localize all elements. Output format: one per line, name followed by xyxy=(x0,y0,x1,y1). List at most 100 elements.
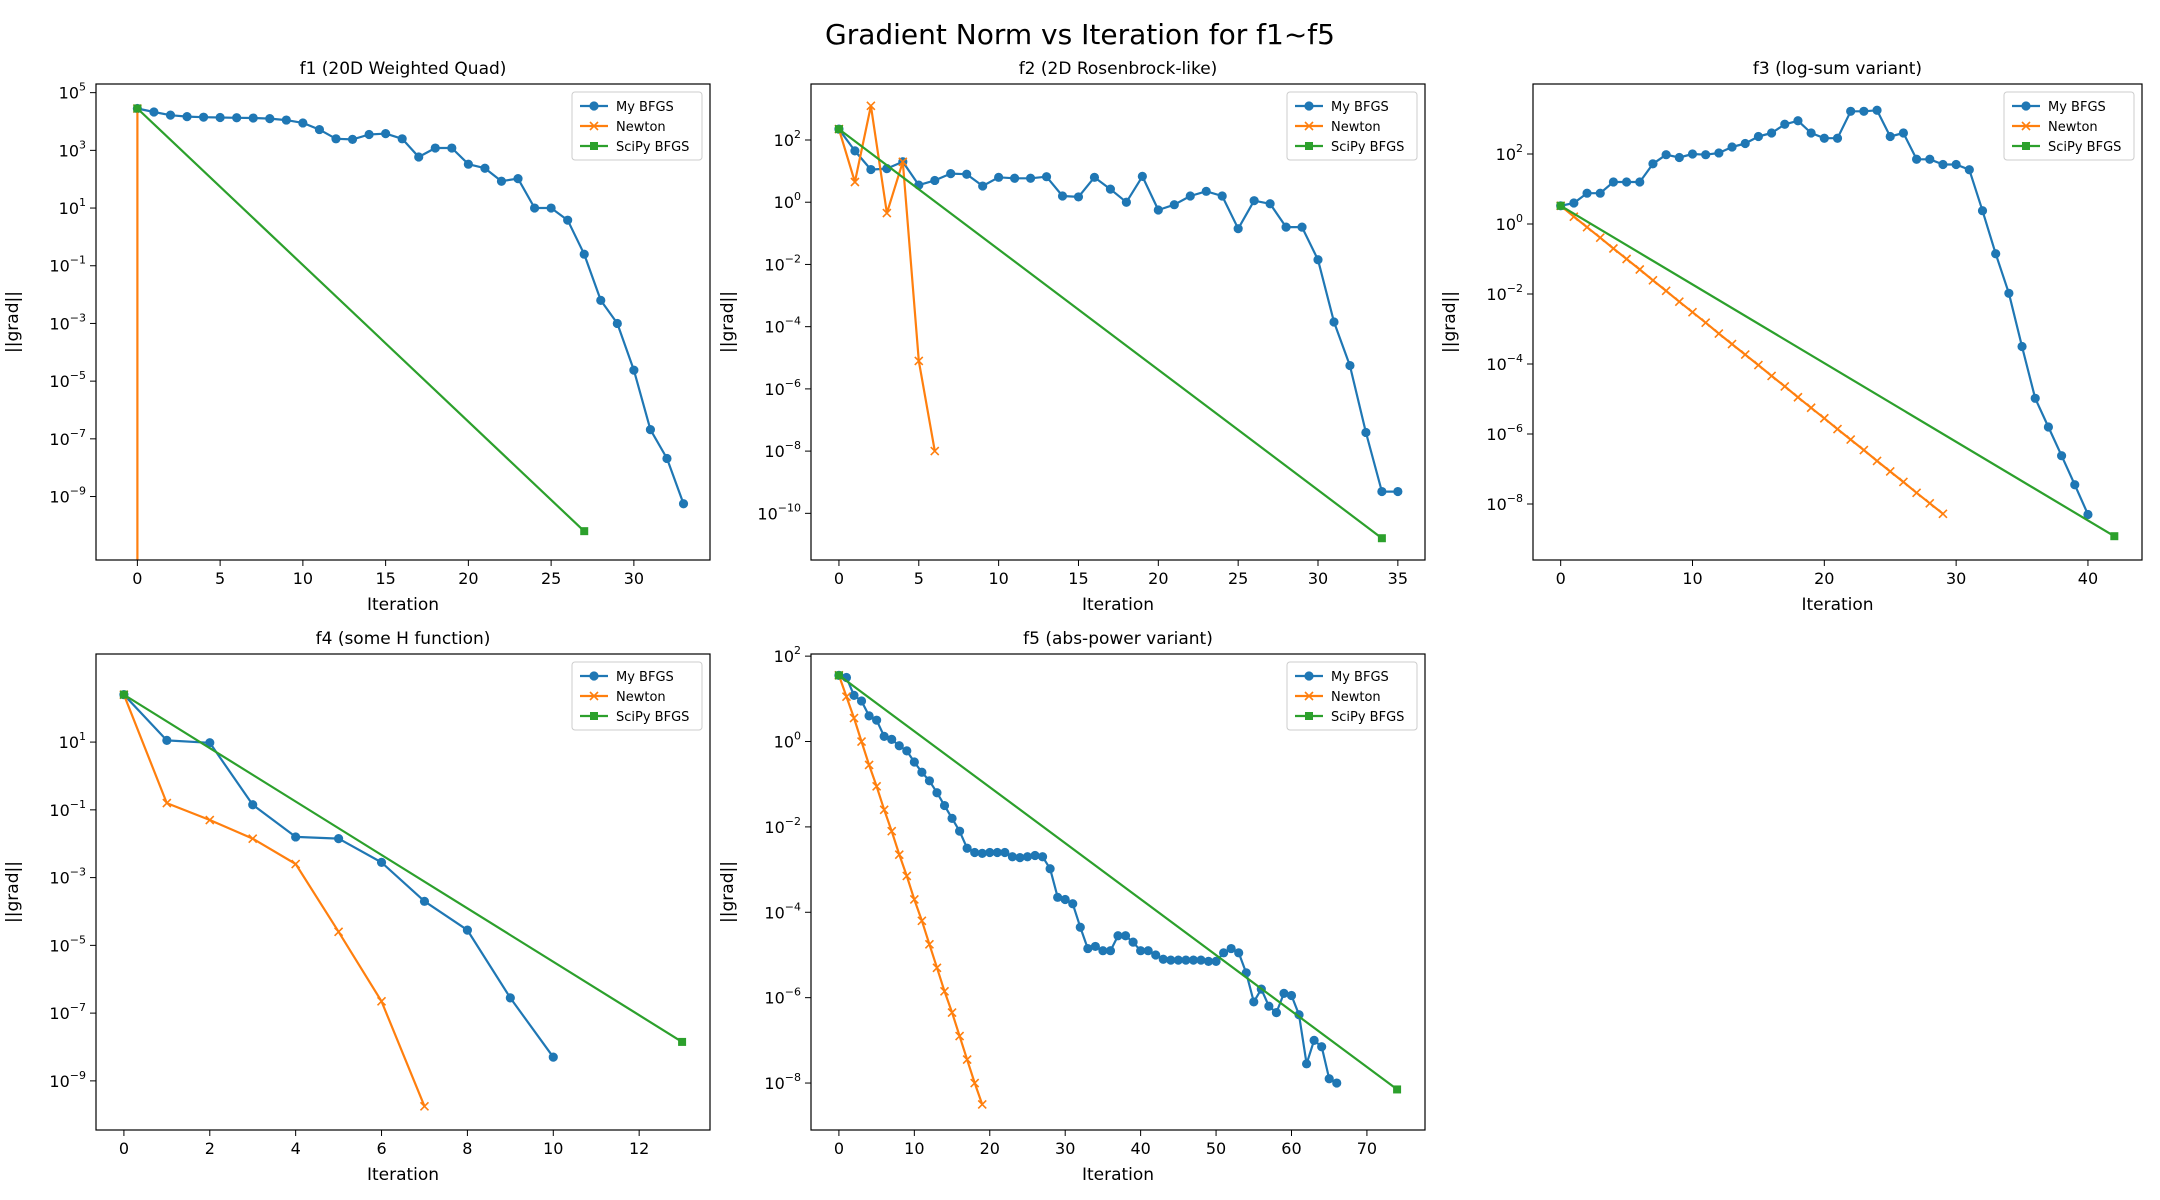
data-point xyxy=(1136,946,1146,956)
data-point xyxy=(1188,955,1199,965)
series-newton xyxy=(1556,201,1948,519)
plot-area xyxy=(834,101,1403,543)
data-point xyxy=(1806,128,1816,138)
data-point xyxy=(1832,133,1843,143)
data-point xyxy=(480,163,490,173)
plot-area xyxy=(1556,105,2119,541)
data-point xyxy=(334,927,344,937)
data-point xyxy=(1898,477,1908,487)
data-point xyxy=(629,365,639,375)
data-point xyxy=(1674,297,1684,307)
x-tick-label: 30 xyxy=(1055,1139,1075,1158)
legend-marker xyxy=(1304,121,1314,131)
data-point xyxy=(548,1052,558,1062)
data-point xyxy=(1635,264,1645,275)
chart-3: f3 (log-sum variant) 0 10 20 30 40 10−8 10−6 10−… xyxy=(1440,59,2143,615)
data-point xyxy=(962,169,972,179)
data-point xyxy=(1701,318,1711,328)
x-tick-label: 0 xyxy=(1556,569,1566,588)
x-tick-label: 25 xyxy=(1228,569,1248,588)
data-point xyxy=(1608,177,1619,187)
data-point xyxy=(1793,116,1803,126)
data-point xyxy=(1249,196,1259,206)
data-point xyxy=(1635,177,1645,187)
data-point xyxy=(1912,488,1922,498)
x-tick-label: 10 xyxy=(543,1139,563,1158)
x-tick-label: 12 xyxy=(629,1139,649,1158)
data-point xyxy=(1121,197,1131,207)
data-point xyxy=(834,671,843,680)
x-axis-label: Iteration xyxy=(367,595,439,615)
data-point xyxy=(546,203,556,213)
x-axis-label: Iteration xyxy=(1082,595,1154,615)
legend-label: Newton xyxy=(616,120,666,135)
legend-label: Newton xyxy=(616,690,666,705)
data-point xyxy=(970,847,980,858)
data-point xyxy=(1806,403,1816,413)
figure-title: Gradient Norm vs Iteration for f1~f5 xyxy=(825,18,1335,51)
series-line xyxy=(123,693,683,1043)
series-line xyxy=(137,107,685,505)
data-point xyxy=(376,857,387,867)
data-point xyxy=(2110,532,2119,541)
data-point xyxy=(939,986,950,996)
series-scipy-bfgs xyxy=(119,690,687,1046)
y-axis-label: ||grad|| xyxy=(718,861,738,923)
data-point xyxy=(1766,128,1777,138)
data-point xyxy=(1053,892,1063,902)
legend-marker xyxy=(589,671,599,681)
x-tick-label: 20 xyxy=(1148,569,1168,588)
data-point xyxy=(1595,233,1605,243)
data-point xyxy=(662,453,672,464)
y-tick-label: 10−4 xyxy=(764,315,801,337)
data-point xyxy=(119,690,128,699)
legend-label: SciPy BFGS xyxy=(2048,140,2121,155)
data-point xyxy=(939,800,950,811)
x-tick-label: 60 xyxy=(1281,1139,1301,1158)
data-point xyxy=(879,731,889,741)
data-point xyxy=(414,152,424,162)
series-scipy-bfgs xyxy=(1556,201,2119,541)
y-tick-label: 10−5 xyxy=(49,369,86,391)
data-point xyxy=(1166,955,1176,965)
series-scipy-bfgs xyxy=(133,104,589,536)
data-point xyxy=(1714,328,1724,339)
y-tick-label: 10−2 xyxy=(764,815,801,837)
data-point xyxy=(1286,990,1297,1001)
data-point xyxy=(1173,955,1183,965)
x-tick-label: 2 xyxy=(205,1139,215,1158)
y-tick-label: 103 xyxy=(59,138,86,160)
x-tick-label: 40 xyxy=(2078,569,2098,588)
data-point xyxy=(1393,486,1403,497)
subplot-title: f2 (2D Rosenbrock-like) xyxy=(1019,59,1218,79)
data-point xyxy=(1714,148,1724,158)
data-point xyxy=(1885,466,1895,477)
legend-marker xyxy=(2021,101,2031,111)
data-point xyxy=(947,813,957,823)
data-point xyxy=(1037,852,1048,862)
data-point xyxy=(985,847,995,858)
data-point xyxy=(1181,955,1191,965)
data-point xyxy=(1345,360,1355,371)
data-point xyxy=(1105,184,1116,194)
series-newton xyxy=(834,670,987,1109)
series-line xyxy=(1560,204,2115,538)
y-tick-label: 102 xyxy=(1496,142,1523,164)
data-point xyxy=(1964,165,1974,175)
data-point xyxy=(1281,222,1291,232)
data-point xyxy=(333,834,344,844)
data-point xyxy=(1701,150,1711,160)
y-tick-label: 10−7 xyxy=(49,1001,86,1023)
data-point xyxy=(1264,1001,1274,1011)
data-point xyxy=(954,826,965,836)
y-tick-label: 10−3 xyxy=(49,866,86,888)
x-tick-label: 10 xyxy=(904,1139,924,1158)
x-tick-label: 70 xyxy=(1357,1139,1377,1158)
data-point xyxy=(133,104,142,113)
x-tick-label: 8 xyxy=(462,1139,472,1158)
data-point xyxy=(580,527,589,536)
data-point xyxy=(149,107,159,117)
data-point xyxy=(463,159,473,169)
data-point xyxy=(579,249,589,259)
